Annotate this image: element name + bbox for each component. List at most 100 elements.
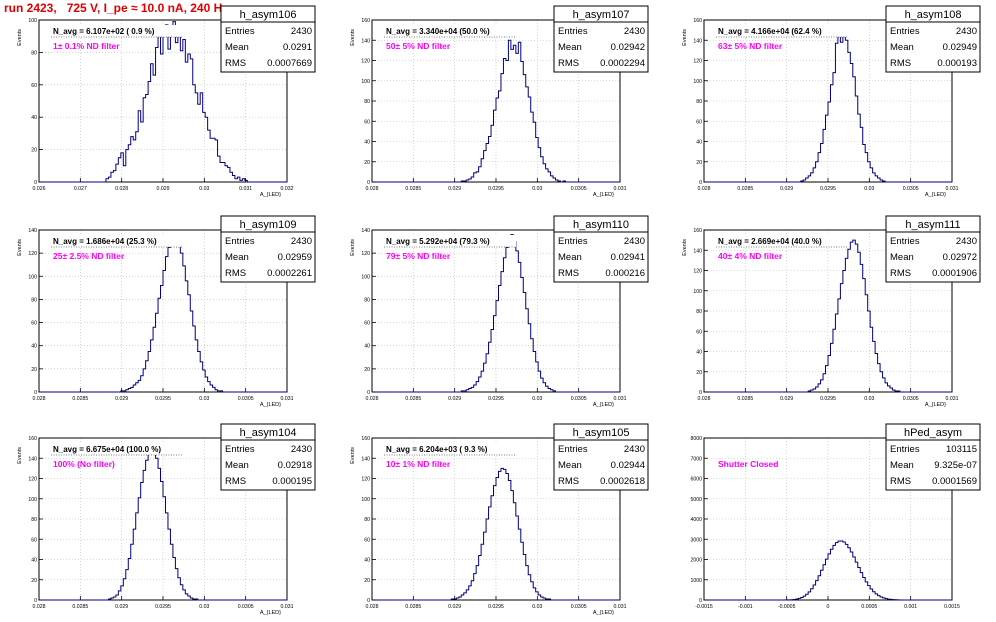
y-tick-label: 140 — [28, 228, 37, 234]
y-tick-label: 8000 — [690, 436, 702, 442]
y-tick-label: 120 — [693, 59, 702, 65]
y-tick-label: 60 — [31, 83, 37, 89]
stats-value-rms: 0.0007669 — [267, 58, 312, 69]
x-tick-label: 0.0285 — [405, 186, 421, 192]
filter-label: Shutter Closed — [718, 459, 778, 469]
y-axis-title: Events — [17, 29, 23, 46]
navg-label-background — [51, 235, 183, 247]
x-tick-label: 0.029 — [115, 396, 128, 402]
y-tick-label: 160 — [28, 436, 37, 442]
y-tick-label: 40 — [31, 344, 37, 350]
navg-label: N_avg = 5.292e+04 (79.3 %) — [386, 237, 490, 246]
x-tick-label: 0.0305 — [571, 604, 587, 610]
y-tick-label: 160 — [693, 18, 702, 24]
x-tick-label: 0.03 — [199, 396, 209, 402]
stats-value-entries: 2430 — [956, 26, 977, 37]
stats-label-mean: Mean — [890, 460, 914, 471]
stats-value-rms: 0.0002618 — [600, 476, 645, 487]
histogram-line — [39, 447, 287, 601]
y-tick-label: 60 — [364, 537, 370, 543]
histogram-name: h_asym105 — [573, 427, 630, 439]
stats-label-entries: Entries — [558, 236, 588, 247]
x-tick-label: 0.0305 — [238, 396, 254, 402]
y-tick-label: 0 — [367, 390, 370, 396]
y-tick-label: 80 — [364, 297, 370, 303]
navg-label-background — [384, 25, 516, 37]
x-tick-label: 0.0285 — [737, 186, 753, 192]
y-tick-label: 60 — [696, 329, 702, 335]
x-tick-label: 0.027 — [74, 186, 87, 192]
y-tick-label: 0 — [699, 390, 702, 396]
x-tick-label: 0.028 — [33, 604, 46, 610]
y-tick-label: 80 — [364, 517, 370, 523]
x-tick-label: 0 — [827, 604, 830, 610]
x-tick-label: 0.028 — [366, 186, 379, 192]
y-tick-label: 100 — [28, 274, 37, 280]
y-tick-label: 140 — [361, 456, 370, 462]
y-tick-label: 80 — [696, 309, 702, 315]
x-tick-label: 0.0005 — [861, 604, 877, 610]
y-tick-label: 0 — [367, 180, 370, 186]
y-tick-label: 120 — [28, 477, 37, 483]
stats-value-mean: 0.02949 — [943, 42, 977, 53]
histogram-name: h_asym111 — [905, 219, 960, 231]
stats-label-entries: Entries — [890, 26, 920, 37]
x-tick-label: 0.03 — [532, 604, 542, 610]
y-tick-label: 100 — [693, 289, 702, 295]
y-tick-label: 0 — [699, 180, 702, 186]
stats-label-entries: Entries — [558, 26, 588, 37]
histogram-name: hPed_asym — [904, 427, 962, 439]
stats-value-entries: 2430 — [291, 26, 312, 37]
x-tick-label: 0.029 — [157, 186, 170, 192]
x-tick-label: 0.029 — [448, 186, 461, 192]
filter-label: 10± 1% ND filter — [386, 459, 451, 469]
histogram-name: h_asym108 — [905, 9, 962, 21]
y-tick-label: 20 — [696, 370, 702, 376]
x-tick-label: 0.028 — [33, 396, 46, 402]
histogram-line — [704, 239, 952, 393]
filter-label: 63± 5% ND filter — [718, 41, 783, 51]
x-axis-title: A_{LED} — [593, 402, 614, 408]
y-tick-label: 120 — [361, 59, 370, 65]
navg-label-background — [384, 443, 516, 455]
x-tick-label: 0.031 — [614, 396, 627, 402]
y-axis-title: Events — [682, 239, 688, 256]
filter-label: 100% (No filter) — [53, 459, 115, 469]
stats-label-mean: Mean — [225, 460, 249, 471]
x-tick-label: 0.001 — [904, 604, 917, 610]
x-tick-label: 0.031 — [281, 604, 294, 610]
navg-label: N_avg = 4.166e+04 (62.4 %) — [718, 27, 822, 36]
y-tick-label: 40 — [364, 558, 370, 564]
stats-box — [553, 423, 649, 491]
x-tick-label: 0.029 — [448, 604, 461, 610]
stats-value-entries: 2430 — [956, 236, 977, 247]
x-tick-label: 0.0295 — [488, 396, 504, 402]
y-tick-label: 40 — [364, 140, 370, 146]
x-tick-label: 0.03 — [199, 186, 209, 192]
x-tick-label: 0.0295 — [488, 186, 504, 192]
y-tick-label: 20 — [364, 160, 370, 166]
x-axis-title: A_{LED} — [925, 192, 946, 198]
stats-value-entries: 2430 — [291, 236, 312, 247]
stats-value-mean: 0.02972 — [943, 252, 977, 263]
y-tick-label: 2000 — [690, 558, 702, 564]
x-tick-label: 0.0285 — [72, 604, 88, 610]
x-tick-label: 0.03 — [864, 396, 874, 402]
y-tick-label: 0 — [34, 598, 37, 604]
navg-label: N_avg = 6.204e+03 ( 9.3 %) — [386, 445, 488, 454]
histogram-name: h_asym106 — [240, 9, 297, 21]
x-axis-title: A_{LED} — [593, 610, 614, 616]
stats-box — [885, 423, 981, 491]
x-tick-label: 0.0295 — [820, 396, 836, 402]
x-tick-label: -0.001 — [738, 604, 753, 610]
x-tick-label: 0.031 — [614, 186, 627, 192]
y-axis-title: Events — [350, 239, 356, 256]
stats-label-entries: Entries — [890, 236, 920, 247]
x-axis-title: A_{LED} — [260, 402, 281, 408]
x-tick-label: 0.0305 — [238, 604, 254, 610]
y-tick-label: 7000 — [690, 456, 702, 462]
stats-box — [220, 5, 316, 73]
stats-value-rms: 0.0001569 — [932, 476, 977, 487]
navg-label-background — [716, 25, 848, 37]
